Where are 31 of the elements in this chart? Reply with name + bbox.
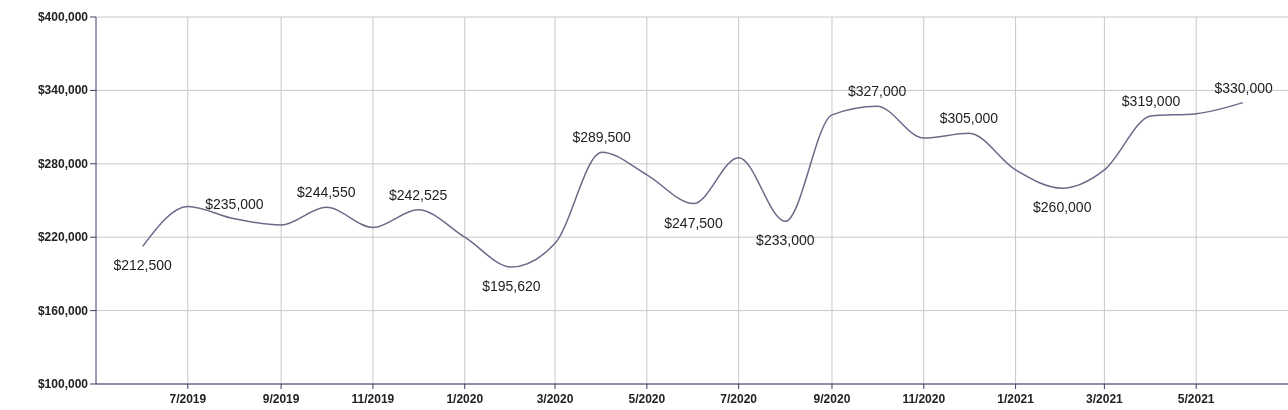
x-tick-label: 7/2020 xyxy=(720,392,758,406)
data-label: $305,000 xyxy=(939,110,999,127)
y-tick-label: $280,000 xyxy=(37,156,89,171)
data-label: $327,000 xyxy=(847,83,907,100)
data-label: $212,500 xyxy=(113,257,173,274)
x-tick-label: 1/2021 xyxy=(997,392,1035,406)
x-tick-label: 11/2020 xyxy=(902,392,946,406)
y-tick-label: $340,000 xyxy=(37,83,89,98)
x-tick-label: 3/2021 xyxy=(1086,392,1124,406)
x-tick-label: 11/2019 xyxy=(351,392,395,406)
data-label: $235,000 xyxy=(205,195,264,212)
x-tick-label: 7/2019 xyxy=(169,392,207,406)
y-tick-label: $400,000 xyxy=(37,10,89,24)
x-tick-label: 9/2020 xyxy=(813,392,851,406)
data-label: $244,550 xyxy=(297,184,356,201)
x-tick-label: 9/2019 xyxy=(262,392,300,406)
data-label: $289,500 xyxy=(572,129,632,146)
x-tick-label: 5/2021 xyxy=(1177,392,1215,406)
y-tick-label: $160,000 xyxy=(37,303,89,318)
data-label: $242,525 xyxy=(388,186,448,203)
data-label: $330,000 xyxy=(1214,79,1274,96)
data-label: $247,500 xyxy=(664,214,723,231)
x-tick-label: 1/2020 xyxy=(446,392,484,406)
x-tick-label: 5/2020 xyxy=(628,392,666,406)
y-tick-label: $220,000 xyxy=(37,230,89,245)
data-label: $260,000 xyxy=(1033,199,1092,216)
data-label: $319,000 xyxy=(1121,93,1181,110)
data-label: $233,000 xyxy=(756,232,815,249)
y-tick-label: $100,000 xyxy=(37,377,89,391)
x-tick-label: 3/2020 xyxy=(536,392,574,406)
data-label: $195,620 xyxy=(482,278,541,295)
